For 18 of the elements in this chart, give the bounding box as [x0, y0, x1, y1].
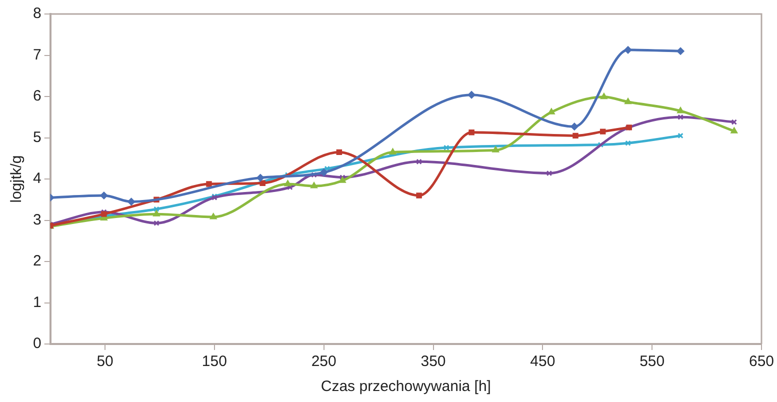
y-tick-label: 2 [33, 252, 42, 270]
x-tick-label: 650 [748, 353, 774, 370]
x-tick-label: 450 [530, 353, 556, 370]
y-axis-title: logjtk/g [8, 155, 26, 203]
x-tick-label: 550 [640, 353, 665, 370]
x-tick-label: 250 [311, 353, 336, 370]
y-tick-label: 7 [33, 46, 42, 64]
y-tick-label: 1 [33, 294, 42, 311]
y-tick-label: 0 [33, 335, 42, 352]
y-tick-label: 5 [33, 128, 42, 146]
y-tick-label: 4 [33, 170, 42, 188]
x-tick-label: 50 [96, 353, 114, 370]
y-tick-label: 3 [33, 211, 42, 228]
y-tick-label: 6 [33, 88, 42, 105]
x-tick-label: 350 [420, 353, 446, 370]
y-tick-label: 8 [33, 5, 42, 22]
x-axis-title: Czas przechowywania [h] [320, 378, 491, 396]
x-tick-label: 150 [202, 353, 227, 370]
